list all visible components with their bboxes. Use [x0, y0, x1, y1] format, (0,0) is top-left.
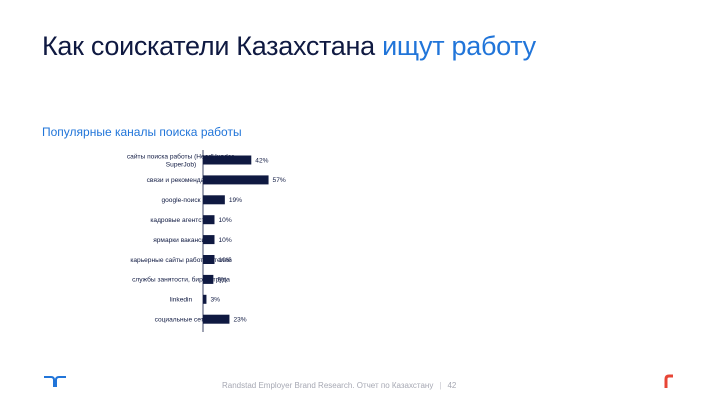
value-label-8: 23% — [233, 317, 246, 324]
bar-1 — [203, 175, 269, 185]
value-label-1: 57% — [273, 177, 286, 184]
chart-title: Популярные каналы поиска работы — [42, 125, 242, 139]
category-label-0-0: сайты поиска работы (HeadHunder, — [127, 152, 235, 160]
category-label-8: социальные сети — [155, 317, 208, 324]
category-label-6: службы занятости, биржи труда — [132, 276, 230, 284]
category-label-3: кадровые агентства — [150, 217, 212, 224]
value-label-5: 10% — [219, 257, 232, 264]
bar-2 — [203, 195, 225, 205]
bar-0 — [203, 155, 252, 165]
category-label-0-1: SuperJob) — [166, 161, 196, 168]
value-label-2: 19% — [229, 197, 242, 204]
bar-3 — [203, 215, 215, 225]
bar-4 — [203, 235, 215, 245]
page-title: Как соискатели Казахстана ищут работу — [42, 31, 536, 62]
category-label-4: ярмарки вакансий — [153, 236, 209, 244]
title-main: Как соискатели Казахстана — [42, 31, 383, 61]
bar-7 — [203, 294, 207, 304]
value-label-3: 10% — [219, 217, 232, 224]
footer-separator: | — [439, 381, 442, 390]
category-label-5: карьерные сайты работодателей — [130, 256, 232, 264]
footer: Randstad Employer Brand Research. Отчет … — [222, 381, 456, 390]
category-label-1: связи и рекомендации — [147, 177, 216, 184]
value-label-7: 3% — [210, 297, 220, 304]
randstad-logo-icon — [44, 376, 66, 387]
footer-source: Randstad Employer Brand Research. Отчет … — [222, 381, 434, 390]
value-label-0: 42% — [255, 157, 268, 164]
r-logo-icon — [664, 374, 673, 388]
value-label-4: 10% — [219, 237, 232, 244]
bar-8 — [203, 314, 230, 324]
category-label-7: linkedin — [170, 297, 193, 304]
bar-6 — [203, 274, 214, 284]
page-number: 42 — [447, 381, 457, 390]
title-accent: ищут работу — [382, 31, 536, 61]
category-label-2: google-поиск — [161, 197, 200, 204]
value-label-6: 9% — [217, 277, 227, 284]
bar-5 — [203, 255, 215, 264]
